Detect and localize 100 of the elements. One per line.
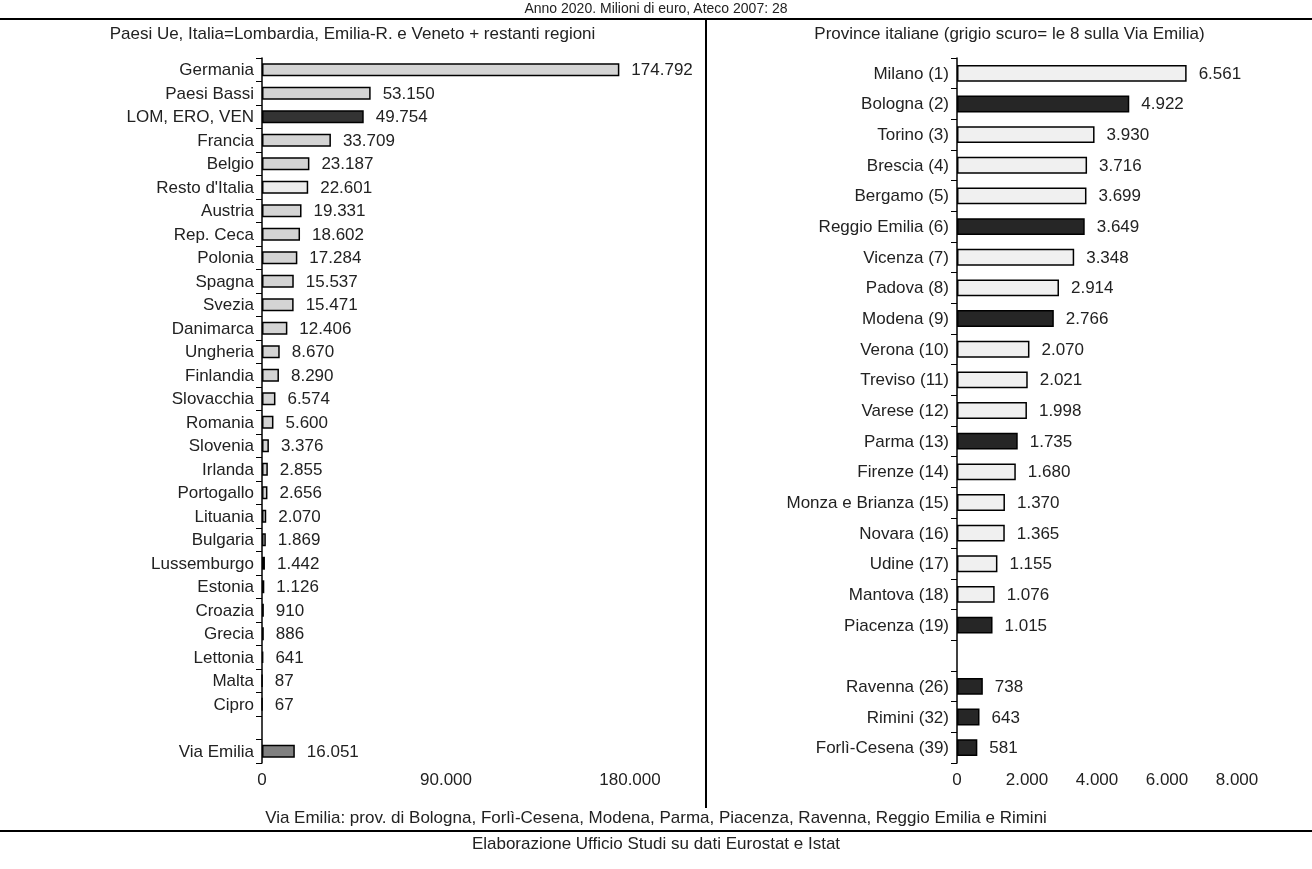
data-label: 5.600	[285, 412, 328, 432]
data-label: 2.766	[1065, 309, 1109, 329]
y-tick-label: Lussemburgo	[150, 553, 254, 573]
y-tick-label: Lettonia	[193, 647, 255, 667]
y-tick-label: Francia	[197, 130, 255, 150]
chart-subtitle: Paesi Ue, Italia=Lombardia, Emilia-R. e Veneto + restanti regioni	[0, 18, 705, 44]
data-label: 53.150	[382, 83, 435, 103]
data-label: 3.699	[1098, 186, 1142, 206]
y-tick-label: Novara (16)	[859, 523, 949, 543]
data-label: 67	[274, 694, 294, 714]
data-label: 17.284	[309, 248, 362, 268]
data-label: 910	[275, 600, 305, 620]
y-tick-label: Varese (12)	[861, 401, 949, 420]
x-tick-label: 180.000	[599, 770, 661, 789]
data-label: 1.680	[1027, 462, 1071, 482]
y-tick-label: Ravenna (26)	[845, 676, 949, 696]
data-label: 6.561	[1198, 63, 1242, 83]
y-tick-label: Cipro	[213, 694, 254, 714]
y-tick-label: Rimini (32)	[866, 707, 949, 727]
data-label: 643	[991, 707, 1020, 727]
x-tick-label: 6.000	[1145, 770, 1189, 789]
data-label: 3.930	[1106, 125, 1150, 145]
data-label: 581	[989, 738, 1018, 758]
y-tick-label: Portogallo	[177, 483, 254, 503]
x-tick-label: 0	[257, 770, 267, 789]
y-tick-label: Parma (13)	[863, 431, 949, 451]
y-tick-label: Paesi Bassi	[165, 83, 254, 103]
data-label: 49.754	[375, 107, 428, 127]
y-tick-label: Via Emilia	[178, 741, 255, 761]
text: Elaborazione Ufficio Studi su dati Eurostat e Istat	[0, 830, 1312, 856]
y-tick-label: Ungheria	[185, 342, 255, 362]
y-tick-label: Polonia	[197, 248, 255, 268]
data-label: 1.365	[1016, 523, 1060, 543]
data-label: 2.021	[1039, 370, 1083, 390]
x-tick-label: 90.000	[420, 770, 472, 789]
y-tick-label: Udine (17)	[869, 554, 949, 574]
y-tick-label: Milano (1)	[873, 63, 949, 83]
data-label: 2.656	[279, 483, 322, 503]
y-tick-label: Monza e Brianza (15)	[786, 492, 949, 512]
y-tick-label: Romania	[185, 412, 255, 432]
y-tick-label: Piacenza (19)	[844, 615, 949, 635]
y-tick-label: Grecia	[203, 624, 255, 644]
y-tick-label: Rep. Ceca	[173, 224, 255, 244]
y-tick-label: Treviso (11)	[860, 370, 949, 390]
data-label: 18.602	[312, 224, 365, 244]
data-label: 3.716	[1099, 155, 1142, 175]
data-label: 15.537	[305, 271, 358, 291]
y-tick-label: Resto d'Italia	[156, 177, 255, 197]
data-label: 1.126	[276, 577, 319, 597]
data-label: 15.471	[305, 295, 358, 315]
y-tick-label: Svezia	[202, 295, 255, 315]
y-tick-label: Verona (10)	[860, 339, 949, 359]
y-tick-label: Austria	[201, 201, 255, 221]
data-label: 1.869	[277, 530, 321, 550]
y-tick-label: Slovacchia	[171, 389, 255, 409]
data-label: 1.442	[276, 553, 320, 573]
data-label: 2.855	[279, 459, 323, 479]
data-label: 174.792	[631, 60, 693, 80]
y-tick-label: Malta	[212, 671, 255, 691]
data-label: 22.601	[320, 177, 373, 197]
y-tick-label: Modena (9)	[862, 309, 949, 329]
y-tick-label: Bulgaria	[191, 530, 255, 550]
data-label: 8.670	[291, 342, 335, 362]
data-label: 6.574	[287, 389, 330, 409]
y-tick-label: Estonia	[197, 577, 255, 597]
text: Via Emilia: prov. di Bologna, Forlì-Cesena, Modena, Parma, Piacenza, Ravenna, Reggio Emilia e Rimini	[264, 807, 1048, 829]
y-tick-label: Lituania	[194, 506, 255, 526]
data-label: 1.155	[1009, 554, 1052, 574]
data-label: 3.649	[1096, 217, 1140, 237]
data-label: 738	[994, 676, 1024, 696]
y-tick-label: Spagna	[195, 271, 255, 291]
y-tick-label: Brescia (4)	[866, 155, 949, 175]
data-label: 1.735	[1029, 431, 1073, 451]
data-label: 16.051	[306, 741, 359, 761]
y-tick-label: Firenze (14)	[857, 462, 949, 482]
data-label: 2.070	[1041, 339, 1084, 359]
y-tick-label: Germania	[179, 60, 255, 80]
data-label: 23.187	[321, 154, 374, 174]
data-label: 3.376	[280, 436, 324, 456]
y-tick-label: Forlì-Cesena (39)	[815, 738, 949, 758]
y-tick-label: Irlanda	[202, 459, 255, 479]
data-label: 1.015	[1004, 615, 1048, 635]
data-label: 1.370	[1016, 492, 1060, 512]
x-tick-label: 4.000	[1075, 770, 1119, 789]
data-label: 3.348	[1086, 247, 1129, 267]
data-label: 1.998	[1038, 401, 1082, 420]
data-label: 1.076	[1006, 584, 1050, 604]
data-label: 641	[275, 647, 304, 667]
y-tick-label: Slovenia	[188, 436, 255, 456]
y-tick-label: Torino (3)	[877, 125, 949, 145]
y-tick-label: Mantova (18)	[848, 584, 949, 604]
data-label: 12.406	[299, 318, 352, 338]
data-label: 2.070	[278, 506, 321, 526]
data-label: 19.331	[313, 201, 366, 221]
x-tick-label: 8.000	[1215, 770, 1259, 789]
y-tick-label: Reggio Emilia (6)	[818, 217, 949, 237]
chart-title: Anno 2020. Milioni di euro, Ateco 2007: 28	[523, 0, 789, 16]
x-tick-label: 0	[952, 770, 962, 789]
y-tick-label: Belgio	[206, 154, 254, 174]
data-label: 886	[275, 624, 305, 644]
